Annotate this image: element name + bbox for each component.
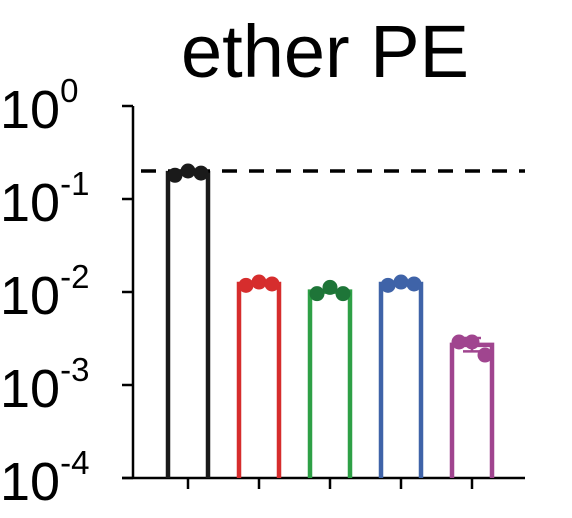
y-tick-base: 10 bbox=[0, 173, 60, 233]
y-tick-base: 10 bbox=[0, 452, 60, 512]
y-tick-label: 10-1 bbox=[0, 165, 89, 233]
y-tick-exponent: -4 bbox=[60, 444, 89, 481]
chart-title: ether PE bbox=[181, 10, 469, 93]
data-point bbox=[193, 165, 209, 181]
y-tick-exponent: -2 bbox=[60, 258, 89, 295]
data-point bbox=[180, 163, 196, 179]
y-tick-label: 100 bbox=[0, 72, 78, 140]
data-point bbox=[393, 274, 409, 290]
data-point bbox=[451, 334, 467, 350]
data-point bbox=[167, 167, 183, 183]
data-point bbox=[251, 274, 267, 290]
bar bbox=[378, 281, 424, 478]
bar bbox=[307, 289, 353, 478]
y-tick-label: 10-2 bbox=[0, 258, 89, 326]
y-tick-base: 10 bbox=[0, 80, 60, 140]
data-point bbox=[380, 277, 396, 293]
data-point bbox=[322, 279, 338, 295]
bar bbox=[165, 170, 211, 478]
y-tick-base: 10 bbox=[0, 266, 60, 326]
data-point bbox=[238, 277, 254, 293]
x-axis bbox=[122, 476, 525, 489]
y-tick-exponent: -1 bbox=[60, 165, 89, 202]
y-tick-label: 10-3 bbox=[0, 351, 89, 419]
y-tick-label: 10-4 bbox=[0, 444, 89, 512]
data-points bbox=[167, 163, 493, 363]
data-point bbox=[464, 334, 480, 350]
bar bbox=[449, 342, 495, 478]
data-point bbox=[335, 286, 351, 302]
data-point bbox=[406, 276, 422, 292]
data-point bbox=[477, 347, 493, 363]
y-tick-base: 10 bbox=[0, 359, 60, 419]
data-point bbox=[309, 286, 325, 302]
data-point bbox=[264, 276, 280, 292]
bar bbox=[236, 281, 282, 478]
y-tick-exponent: 0 bbox=[60, 72, 78, 109]
bars bbox=[165, 170, 495, 478]
y-tick-exponent: -3 bbox=[60, 351, 89, 388]
